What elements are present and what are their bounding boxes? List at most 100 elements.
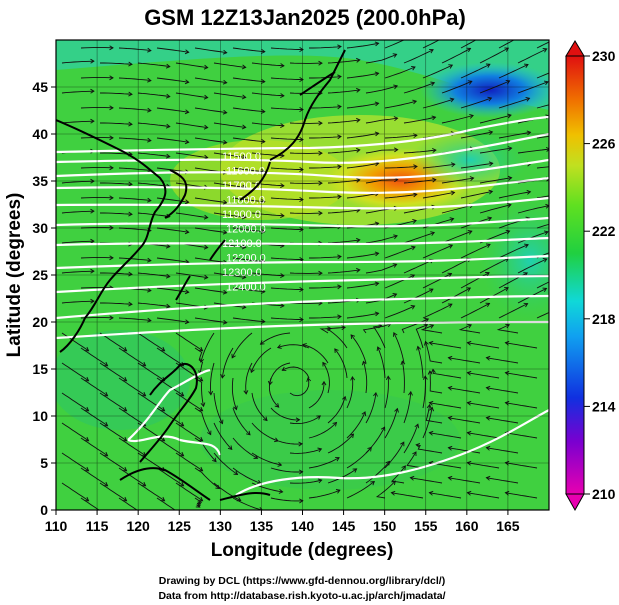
streamline-arrowhead: [104, 512, 108, 516]
streamline: [362, 361, 368, 394]
streamline: [61, 332, 89, 352]
streamline-arrowhead: [260, 289, 266, 294]
streamline: [61, 300, 94, 304]
streamline-arrowhead: [337, 164, 342, 170]
streamline-arrowhead: [165, 63, 171, 69]
streamline: [270, 77, 304, 81]
streamline: [422, 273, 452, 289]
x-tick-label: 135: [250, 518, 274, 534]
streamline: [334, 348, 348, 379]
streamline-arrowhead: [212, 457, 217, 463]
streamline-arrowhead: [429, 48, 434, 54]
streamline: [270, 47, 304, 51]
streamline-arrowhead: [428, 490, 434, 496]
streamline-arrowhead: [198, 376, 204, 382]
streamline: [372, 324, 386, 349]
streamline: [250, 347, 272, 373]
streamline-arrowhead: [241, 94, 247, 100]
streamline-arrowhead: [184, 79, 190, 85]
streamline: [384, 274, 415, 289]
streamline-arrowhead: [318, 60, 323, 66]
streamline-arrowhead: [392, 293, 398, 298]
streamline: [384, 305, 415, 319]
streamline-arrowhead: [231, 353, 236, 359]
streamline-arrowhead: [203, 94, 209, 100]
streamline-arrowhead: [562, 274, 566, 278]
streamline-arrowhead: [84, 496, 90, 502]
streamline: [322, 362, 330, 394]
streamline: [467, 432, 500, 439]
streamline: [479, 287, 509, 304]
streamline: [505, 372, 538, 379]
streamline: [80, 467, 108, 487]
streamline-arrowhead: [276, 344, 282, 349]
streamline-arrowhead: [84, 406, 90, 412]
streamline: [118, 347, 146, 367]
streamline: [309, 316, 342, 319]
streamline: [401, 318, 429, 334]
streamline: [460, 243, 491, 259]
streamline: [175, 422, 203, 442]
streamline-arrowhead: [141, 391, 147, 397]
streamline: [346, 282, 379, 289]
x-tick-label: 150: [373, 518, 397, 534]
streamline-arrowhead: [222, 79, 228, 85]
streamline-arrowhead: [352, 468, 358, 473]
streamline-arrowhead: [280, 273, 285, 279]
streamline-arrowhead: [545, 146, 549, 152]
streamline: [137, 272, 170, 278]
streamline-arrowhead: [374, 311, 380, 317]
chart-title: GSM 12Z13Jan2025 (200.0hPa): [144, 5, 466, 30]
streamline: [327, 269, 360, 274]
streamline-arrowhead: [103, 451, 109, 457]
streamline: [100, 302, 133, 305]
streamline-arrowhead: [412, 192, 418, 198]
streamline: [403, 424, 419, 454]
streamline: [479, 257, 509, 274]
streamline-arrowhead: [525, 96, 531, 102]
streamline-arrowhead: [466, 430, 472, 436]
streamline-arrowhead: [428, 430, 434, 436]
streamline: [80, 377, 108, 397]
streamline: [270, 287, 304, 291]
streamline-arrowhead: [430, 81, 436, 87]
streamline-arrowhead: [184, 199, 190, 205]
streamline: [194, 467, 220, 489]
contour-label: 12400.0: [226, 282, 266, 294]
streamline: [467, 342, 500, 349]
streamline-arrowhead: [302, 343, 307, 348]
streamline-arrowhead: [90, 268, 95, 274]
streamline-arrowhead: [350, 376, 356, 381]
streamline-arrowhead: [335, 456, 340, 462]
streamline: [194, 107, 227, 114]
streamline-arrowhead: [393, 116, 399, 122]
streamline-arrowhead: [109, 315, 114, 321]
streamline-arrowhead: [400, 441, 405, 447]
streamline-arrowhead: [280, 183, 285, 189]
streamline: [429, 402, 462, 409]
y-tick-label: 15: [32, 361, 48, 377]
streamline-arrowhead: [337, 254, 342, 260]
streamline: [393, 332, 405, 364]
streamline: [505, 342, 538, 349]
streamline: [118, 407, 146, 427]
streamline: [156, 497, 176, 510]
streamline-arrowhead: [392, 53, 398, 58]
streamline: [486, 357, 519, 364]
streamline: [505, 402, 538, 409]
streamline-arrowhead: [147, 137, 152, 143]
streamline-arrowhead: [122, 466, 128, 472]
streamline: [422, 40, 440, 49]
streamline-arrowhead: [504, 47, 510, 52]
streamline: [467, 402, 500, 409]
contour-label: 11700.0: [222, 180, 261, 192]
y-tick-label: 20: [32, 314, 48, 330]
streamline-arrowhead: [141, 361, 147, 367]
streamline: [137, 362, 165, 382]
streamline-arrowhead: [180, 512, 184, 516]
streamline: [232, 437, 258, 459]
streamline-arrowhead: [385, 375, 391, 381]
streamline-arrowhead: [392, 263, 398, 268]
streamline: [384, 134, 417, 139]
streamline: [448, 357, 481, 364]
